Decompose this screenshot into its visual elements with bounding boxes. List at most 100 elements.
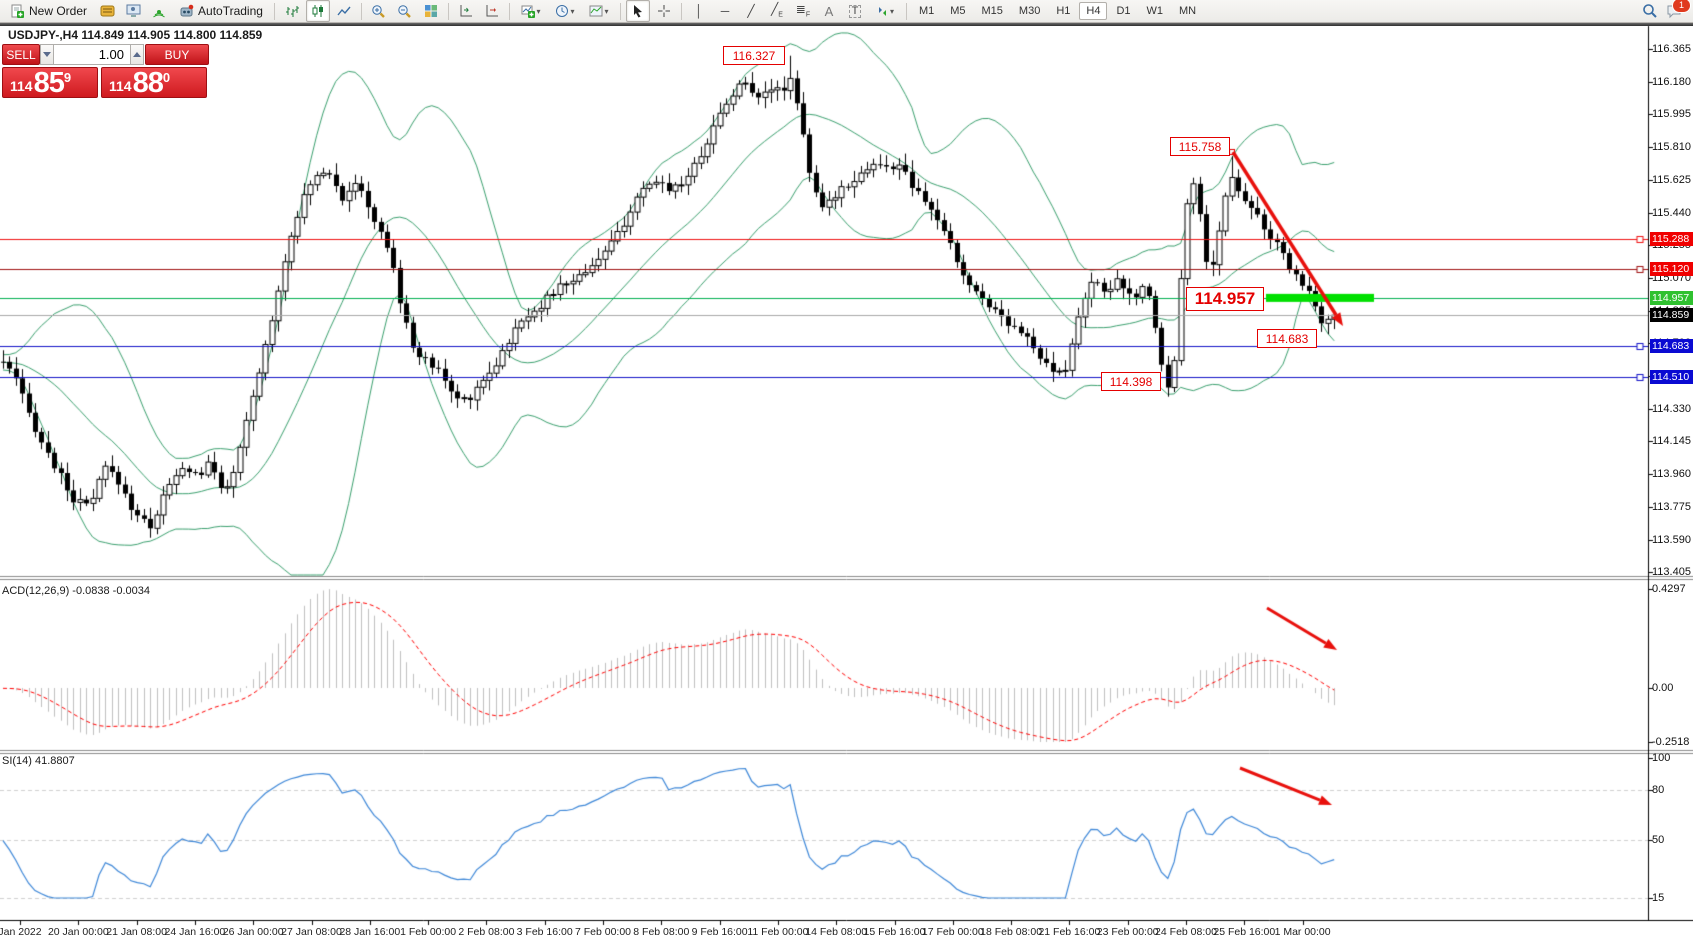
arrows-button[interactable]: ▾ <box>869 0 901 22</box>
date-label: 8 Feb 08:00 <box>633 926 690 938</box>
tile-windows-button[interactable] <box>419 0 443 22</box>
text-icon: A <box>824 3 834 19</box>
volume-decrease-button[interactable] <box>40 44 54 65</box>
toolbar-separator <box>447 2 449 20</box>
sell-price-big: 85 <box>33 66 65 99</box>
chart-shift-button[interactable] <box>454 0 478 22</box>
fibonacci-icon: ≣F <box>795 2 811 19</box>
new-order-label: New Order <box>29 4 88 18</box>
candlestick-chart-icon <box>312 5 323 17</box>
horizontal-line-button[interactable]: ─ <box>713 0 737 22</box>
new-order-button[interactable]: New Order <box>4 1 93 21</box>
toolbar-separator <box>680 2 682 20</box>
chart-shift-icon <box>460 5 472 17</box>
volume-input[interactable] <box>54 44 130 65</box>
zoom-group <box>367 0 443 22</box>
search-button[interactable] <box>1642 3 1658 19</box>
timeframe-button-d1[interactable]: D1 <box>1109 2 1137 20</box>
notifications-button[interactable]: 1 <box>1666 0 1691 19</box>
macd-axis-label: 0.00 <box>1652 682 1674 694</box>
price-badge: 114.957 <box>1650 290 1693 305</box>
price-badge: 114.683 <box>1650 339 1693 354</box>
price-badge: 114.859 <box>1650 308 1693 323</box>
date-label: 24 Feb 08:00 <box>1155 926 1217 938</box>
price-badge: 114.510 <box>1650 369 1693 384</box>
timeframe-button-m1[interactable]: M1 <box>912 2 941 20</box>
zoom-in-icon <box>372 4 386 18</box>
zoom-in-button[interactable] <box>367 0 391 22</box>
line-tools-group: │ ─ ╱ ╱E ≣F A T ▾ <box>687 0 901 22</box>
price-axis-label: 113.590 <box>1652 533 1691 546</box>
sell-price-pip: 9 <box>63 70 72 85</box>
price-callout[interactable]: 115.758 <box>1170 137 1230 156</box>
new-chart-button[interactable]: ▾ <box>515 0 547 22</box>
cursor-button[interactable] <box>625 0 650 22</box>
fibonacci-button[interactable]: ≣F <box>791 0 815 22</box>
chart-type-group <box>280 0 356 22</box>
price-callout[interactable]: 114.683 <box>1257 329 1317 348</box>
crosshair-button[interactable] <box>652 0 676 22</box>
date-label: 24 Jan 16:00 <box>164 926 226 938</box>
text-label-icon: T <box>848 4 862 18</box>
toolbar-separator <box>508 2 510 20</box>
buy-price-box[interactable]: 114 88 0 <box>101 67 207 98</box>
timeframe-button-h4[interactable]: H4 <box>1079 2 1108 20</box>
template-icon <box>589 5 603 17</box>
template-button[interactable]: ▾ <box>583 0 615 22</box>
date-label: 23 Feb 00:00 <box>1096 926 1159 938</box>
date-label: 15 Feb 16:00 <box>863 926 926 938</box>
timeframe-button-w1[interactable]: W1 <box>1140 2 1171 20</box>
autotrading-button[interactable]: AutoTrading <box>173 1 269 21</box>
sell-button[interactable]: SELL <box>2 44 40 65</box>
trendline-button[interactable]: ╱ <box>739 0 763 22</box>
signals-button[interactable] <box>147 0 171 22</box>
tile-windows-icon <box>424 5 437 17</box>
price-callout[interactable]: 116.327 <box>723 46 785 65</box>
terminal-icon <box>126 4 141 17</box>
timeframe-button-m30[interactable]: M30 <box>1012 2 1047 20</box>
candlestick-chart-button[interactable] <box>305 0 330 22</box>
date-label: 21 Jan 08:00 <box>106 926 167 938</box>
vertical-line-button[interactable]: │ <box>687 0 711 22</box>
chevron-down-icon: ▾ <box>570 6 575 16</box>
bar-chart-button[interactable] <box>280 0 304 22</box>
zoom-out-button[interactable] <box>393 0 417 22</box>
line-chart-button[interactable] <box>332 0 356 22</box>
volume-increase-button[interactable] <box>130 44 144 65</box>
buy-button[interactable]: BUY <box>145 44 209 65</box>
date-label: 27 Jan 08:00 <box>281 926 342 938</box>
price-axis-label: 114.145 <box>1652 435 1691 448</box>
toolbar: New Order AutoTrading ▾ ▾ ▾ │ ─ <box>0 0 1693 23</box>
period-button[interactable]: ▾ <box>549 0 581 22</box>
timeframe-button-m5[interactable]: M5 <box>943 2 972 20</box>
macd-axis-label: 0.4297 <box>1652 583 1686 596</box>
price-axis-label: 115.995 <box>1652 108 1691 121</box>
cursor-icon <box>633 5 642 18</box>
timeframe-toolbar: M1 M5 M15 M30 H1 H4 D1 W1 MN <box>912 2 1203 20</box>
date-label: 7 Feb 00:00 <box>574 926 632 938</box>
timeframe-button-mn[interactable]: MN <box>1172 2 1203 20</box>
sell-price-box[interactable]: 114 85 9 <box>2 67 98 98</box>
auto-scroll-button[interactable] <box>480 0 504 22</box>
price-callout[interactable]: 114.398 <box>1101 372 1161 391</box>
price-callout[interactable]: 114.957 <box>1186 287 1264 311</box>
notification-badge: 1 <box>1672 0 1691 13</box>
sell-price-handle: 114 <box>10 78 33 94</box>
timeframe-button-h1[interactable]: H1 <box>1049 2 1077 20</box>
rsi-axis-label: 50 <box>1652 834 1665 846</box>
new-order-icon <box>11 4 24 18</box>
text-label-button[interactable]: T <box>843 0 867 22</box>
date-label: 2 Feb 08:00 <box>458 926 515 938</box>
new-chart-icon <box>521 5 536 18</box>
date-label: 20 Jan 00:00 <box>47 926 109 938</box>
new-chart-group: ▾ ▾ ▾ <box>515 0 615 22</box>
chart-title: USDJPY-,H4 114.849 114.905 114.800 114.8… <box>8 28 263 42</box>
text-button[interactable]: A <box>817 0 841 22</box>
market-watch-button[interactable] <box>95 0 119 22</box>
equidistant-channel-button[interactable]: ╱E <box>765 0 789 22</box>
timeframe-button-m15[interactable]: M15 <box>975 2 1010 20</box>
terminal-button[interactable] <box>121 0 145 22</box>
trade-toolbar-group: New Order AutoTrading <box>4 0 269 22</box>
autotrading-label: AutoTrading <box>198 4 263 18</box>
